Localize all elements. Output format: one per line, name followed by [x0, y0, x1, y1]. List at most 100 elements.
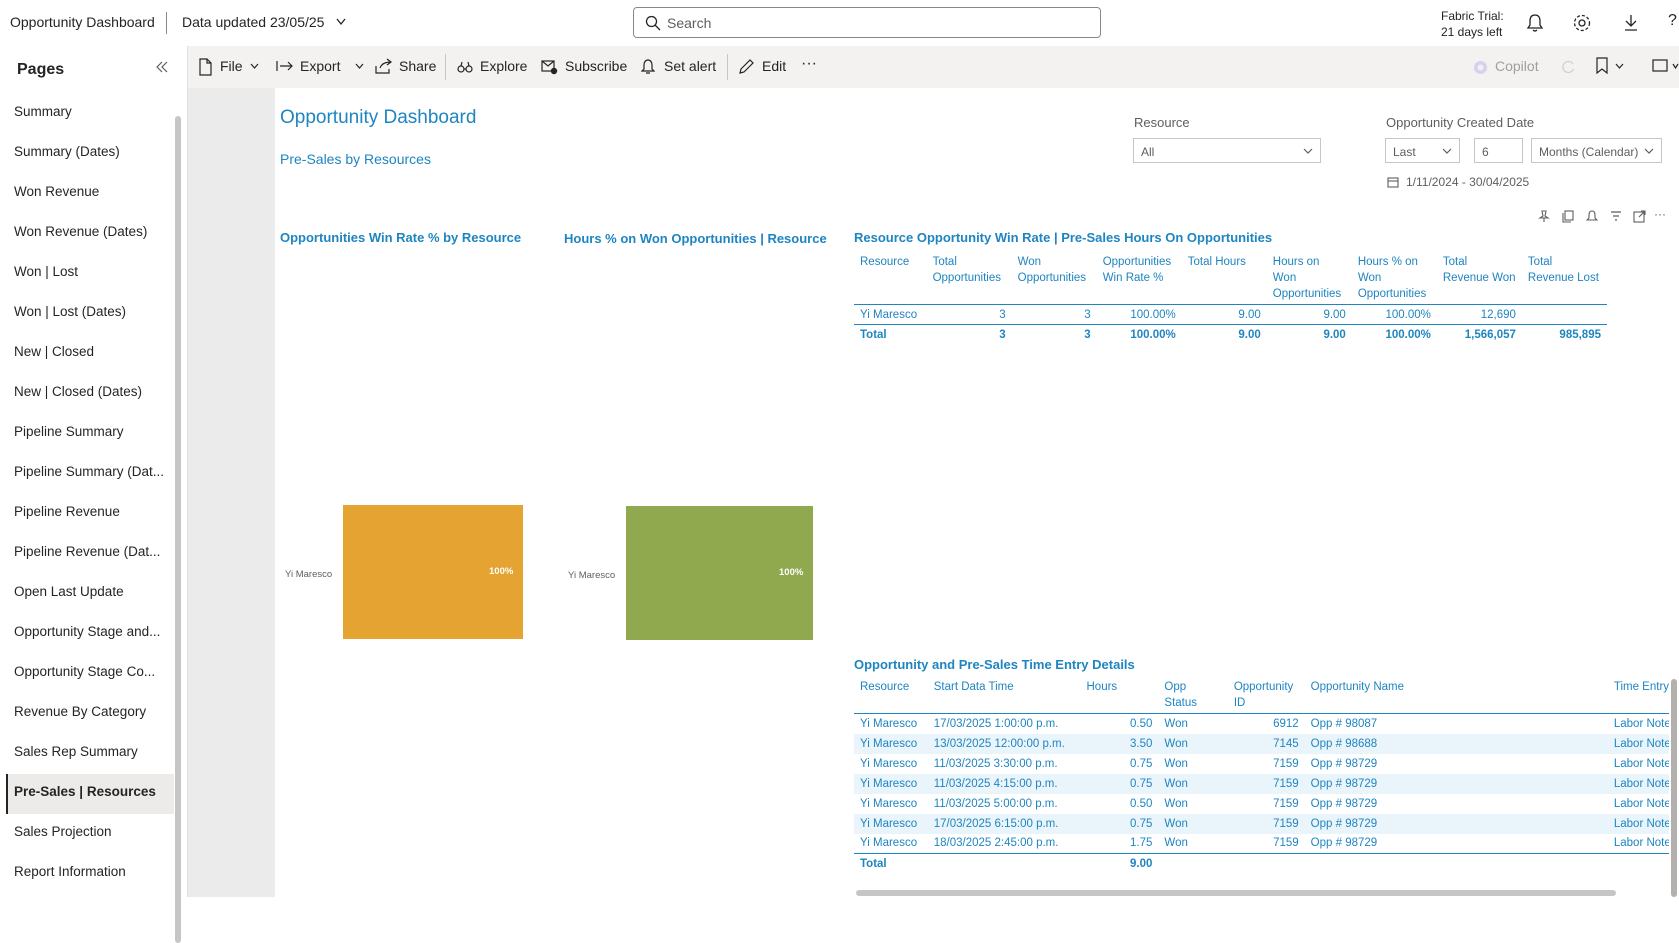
column-header[interactable]: Opportunity ID [1233, 681, 1294, 709]
page-item[interactable]: New | Closed (Dates) [14, 384, 143, 399]
export-menu[interactable]: Export [300, 58, 341, 74]
search-input[interactable]: Search [633, 7, 1101, 38]
file-menu[interactable]: File [220, 58, 243, 74]
column-header[interactable]: Hours [1086, 681, 1118, 693]
column-header[interactable]: Opportunities Win Rate % [1102, 256, 1172, 284]
column-header[interactable]: Total Opportunities [932, 256, 1001, 284]
edit-button[interactable]: Edit [762, 58, 787, 74]
time-entry-vertical-scrollbar[interactable] [1671, 679, 1677, 897]
table-cell: Yi Maresco [860, 797, 918, 810]
explore-button[interactable]: Explore [480, 58, 528, 74]
column-header[interactable]: Opportunity Name [1310, 681, 1404, 693]
page-item[interactable]: Summary (Dates) [14, 144, 120, 159]
table-cell: Labor Notes [1613, 757, 1669, 770]
time-entry-horizontal-scrollbar[interactable] [856, 890, 1616, 896]
page-item[interactable]: Sales Rep Summary [14, 744, 138, 759]
copy-icon[interactable] [1562, 210, 1574, 223]
download-icon[interactable] [1622, 13, 1640, 33]
chevron-down-icon[interactable] [355, 63, 364, 70]
table-row[interactable]: Yi Maresco 17/03/2025 6:15:00 p.m. 0.75 Won… [854, 813, 1669, 834]
table-row[interactable]: Yi Maresco 11/03/2025 4:15:00 p.m. 0.75 Won… [854, 773, 1669, 794]
column-header[interactable]: Hours on Won Opportunities [1272, 256, 1342, 300]
table-cell: 11/03/2025 5:00:00 p.m. [933, 797, 1058, 810]
page-item[interactable]: Won Revenue [14, 184, 100, 199]
filter-icon[interactable] [1610, 211, 1622, 222]
column-header[interactable]: Won Opportunities [1017, 256, 1087, 284]
date-unit-dropdown[interactable]: Months (Calendar) [1531, 138, 1662, 163]
app-title[interactable]: Opportunity Dashboard [10, 14, 155, 30]
table-row[interactable]: Yi Maresco 11/03/2025 3:30:00 p.m. 0.75 Won… [854, 754, 1669, 774]
table-cell: 17/03/2025 6:15:00 p.m. [927, 813, 1081, 834]
page-item[interactable]: Pipeline Revenue [14, 504, 120, 519]
share-button[interactable]: Share [399, 58, 437, 74]
page-item[interactable]: Revenue By Category [14, 704, 147, 719]
chevron-down-icon[interactable] [250, 63, 259, 70]
column-header[interactable]: Time Entry D [1613, 681, 1669, 693]
pin-icon[interactable] [1538, 210, 1550, 223]
win-rate-bar[interactable] [343, 505, 523, 639]
page-item[interactable]: Won | Lost [14, 264, 79, 279]
table-cell: 0.75 [1130, 757, 1153, 770]
table-total-cell: 100.00% [1351, 324, 1437, 345]
divider [445, 54, 446, 80]
table-total-cell: Total [854, 324, 927, 345]
page-item[interactable]: Won | Lost (Dates) [14, 304, 127, 319]
collapse-pane-icon[interactable] [156, 61, 168, 73]
data-updated-label[interactable]: Data updated 23/05/25 [182, 14, 325, 30]
page-item[interactable]: Won Revenue (Dates) [14, 224, 148, 239]
visual-more-options-icon[interactable]: ··· [1654, 207, 1666, 221]
column-header[interactable]: Resource [860, 256, 910, 268]
chevron-down-icon [1442, 148, 1452, 154]
divider [727, 54, 728, 80]
bell-icon[interactable] [1526, 13, 1544, 33]
column-header[interactable]: Total Revenue Lost [1527, 256, 1599, 284]
column-header[interactable]: Start Data Time [933, 681, 1014, 693]
column-header[interactable]: Resource [860, 681, 910, 693]
focus-mode-icon[interactable] [1633, 210, 1646, 223]
table-cell: 7145 [1227, 733, 1305, 754]
pages-scrollbar[interactable] [175, 116, 181, 943]
page-item[interactable]: Pre-Sales | Resources [6, 774, 174, 814]
table-cell: Yi Maresco [860, 717, 918, 730]
refresh-icon[interactable] [1561, 59, 1575, 75]
set-alert-button[interactable]: Set alert [664, 58, 717, 74]
page-item[interactable]: Summary [14, 104, 72, 119]
page-item[interactable]: Open Last Update [14, 584, 124, 599]
page-item[interactable]: Sales Projection [14, 824, 112, 839]
page-item[interactable]: Pipeline Summary [14, 424, 124, 439]
copilot-button[interactable]: Copilot [1495, 58, 1539, 74]
view-icon[interactable] [1652, 59, 1668, 72]
table-cell: 18/03/2025 2:45:00 p.m. [933, 837, 1059, 850]
column-header[interactable]: Total Revenue Won [1442, 256, 1516, 284]
chevron-down-icon[interactable] [1672, 63, 1679, 70]
hours-bar[interactable] [626, 506, 813, 640]
page-item[interactable]: New | Closed [14, 344, 95, 359]
page-item[interactable]: Report Information [14, 864, 126, 879]
page-item[interactable]: Pipeline Summary (Dat... [14, 464, 165, 479]
bookmark-icon[interactable] [1596, 57, 1608, 75]
more-options-button[interactable]: ··· [801, 55, 817, 72]
page-item[interactable]: Pipeline Revenue (Dat... [14, 544, 161, 559]
date-mode-dropdown[interactable]: Last [1385, 138, 1460, 163]
date-count-input[interactable]: 6 [1474, 138, 1523, 163]
column-header[interactable]: Hours % on Won Opportunities [1357, 256, 1427, 300]
column-header[interactable]: Opp Status [1164, 681, 1198, 709]
visual-alert-icon[interactable] [1586, 210, 1598, 223]
page-item[interactable]: Opportunity Stage Co... [14, 664, 156, 679]
subscribe-button[interactable]: Subscribe [565, 58, 628, 74]
chevron-down-icon[interactable] [1615, 63, 1624, 70]
column-header[interactable]: Total Hours [1187, 256, 1246, 268]
table-cell: Won [1164, 837, 1188, 850]
table-row[interactable]: Yi Maresco 13/03/2025 12:00:00 p.m. 3.50 Wo… [854, 733, 1669, 754]
divider [166, 12, 167, 34]
chevron-down-icon[interactable] [336, 18, 346, 26]
help-icon[interactable]: ? [1668, 12, 1677, 29]
table-row[interactable]: Yi Maresco 17/03/2025 1:00:00 p.m. 0.50 Won… [854, 713, 1669, 734]
page-item[interactable]: Opportunity Stage and... [14, 624, 161, 639]
table-row[interactable]: Yi Maresco 3 3 100.00% 9.00 9.00 100.00% 12,690 [854, 304, 1607, 325]
table-row[interactable]: Yi Maresco 11/03/2025 5:00:00 p.m. 0.50 Won… [854, 794, 1669, 814]
resource-slicer-dropdown[interactable]: All [1133, 138, 1321, 163]
table-row[interactable]: Yi Maresco 18/03/2025 2:45:00 p.m. 1.75 Won… [854, 834, 1669, 854]
table-cell: Labor Notes [1607, 733, 1669, 754]
gear-icon[interactable] [1572, 13, 1592, 33]
